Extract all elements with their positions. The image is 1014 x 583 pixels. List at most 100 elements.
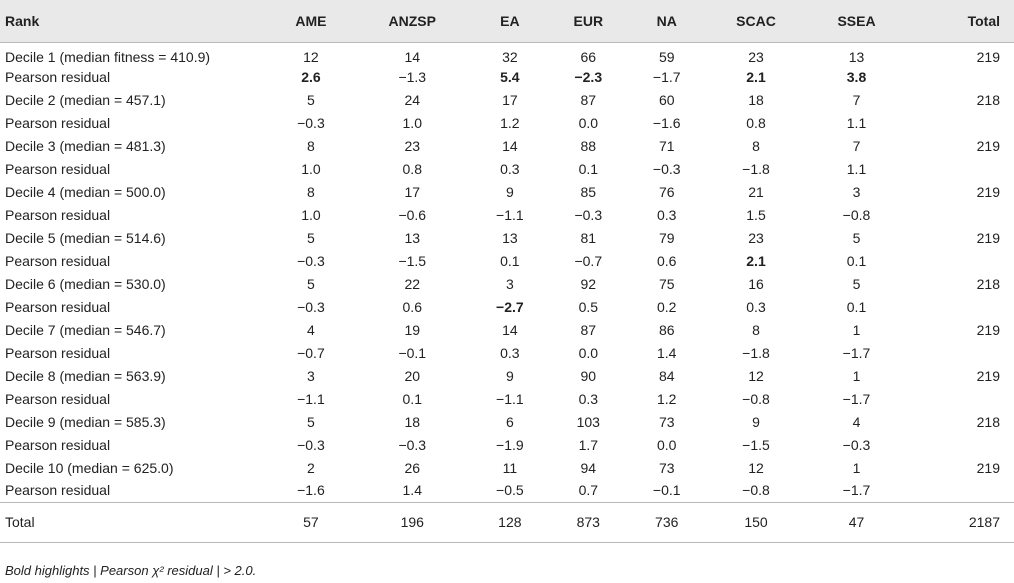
cell-scac: 8 bbox=[752, 137, 760, 154]
table-footnote: Bold highlights | Pearson χ² residual | … bbox=[5, 563, 257, 578]
table-row: Pearson residual −0.3 −1.5 0.1 −0.7 0.6 2.1 0.1 bbox=[0, 249, 1014, 272]
cell-scac: 2.1 bbox=[746, 252, 766, 269]
cell-na: −0.3 bbox=[652, 160, 681, 177]
cell-eur: 0.7 bbox=[578, 482, 599, 499]
cell-na: 73 bbox=[658, 413, 675, 430]
total-anzsp: 196 bbox=[400, 514, 424, 530]
cell-na: 59 bbox=[658, 48, 675, 65]
cell-ame: −0.3 bbox=[297, 436, 325, 453]
cell-eur: 66 bbox=[580, 48, 597, 65]
header-ea: EA bbox=[500, 13, 520, 29]
cell-anzsp: 14 bbox=[404, 48, 421, 65]
header-anzsp: ANZSP bbox=[388, 13, 436, 29]
cell-total bbox=[906, 387, 1014, 410]
cell-ea: 0.1 bbox=[500, 252, 520, 269]
cell-na: −1.6 bbox=[652, 114, 681, 131]
cell-ssea: 1.1 bbox=[846, 160, 867, 177]
cell-anzsp: 20 bbox=[404, 367, 421, 384]
row-label: Decile 1 (median fitness = 410.9) bbox=[5, 48, 211, 65]
cell-ssea: −0.3 bbox=[842, 436, 871, 453]
row-label: Decile 9 (median = 585.3) bbox=[5, 413, 166, 430]
cell-na: −1.7 bbox=[652, 68, 681, 85]
cell-anzsp: 23 bbox=[404, 137, 421, 154]
cell-scac: 12 bbox=[748, 459, 764, 476]
cell-eur: 81 bbox=[580, 229, 597, 246]
row-label: Decile 8 (median = 563.9) bbox=[5, 367, 166, 384]
table-row: Pearson residual 1.0 −0.6 −1.1 −0.3 0.3 1.5 −0.… bbox=[0, 203, 1014, 226]
cell-total: 219 bbox=[976, 321, 1000, 338]
cell-ssea: 7 bbox=[852, 137, 861, 154]
table-row: Pearson residual −1.6 1.4 −0.5 0.7 −0.1 −0.8 −1… bbox=[0, 479, 1014, 502]
cell-ssea: 5 bbox=[852, 275, 861, 292]
cell-eur: 90 bbox=[580, 367, 597, 384]
cell-scac: 18 bbox=[748, 91, 764, 108]
cell-total: 218 bbox=[976, 91, 1000, 108]
row-label: Pearson residual bbox=[5, 68, 111, 85]
cell-scac: −1.5 bbox=[742, 436, 770, 453]
total-row: Total 57 196 128 873 736 150 47 2187 bbox=[0, 502, 1014, 542]
cell-scac: 9 bbox=[752, 413, 760, 430]
cell-ame: 2 bbox=[307, 459, 315, 476]
table-row: Pearson residual −0.3 1.0 1.2 0.0 −1.6 0.8 1.1 bbox=[0, 111, 1014, 134]
cell-anzsp: −0.6 bbox=[398, 206, 427, 223]
cell-anzsp: 1.4 bbox=[402, 482, 422, 499]
cell-ssea: 1 bbox=[852, 321, 861, 338]
cell-scac: 2.1 bbox=[746, 68, 766, 85]
cell-eur: 85 bbox=[580, 183, 597, 200]
cell-scac: 21 bbox=[748, 183, 764, 200]
cell-anzsp: 26 bbox=[404, 459, 421, 476]
cell-total bbox=[906, 479, 1014, 502]
cell-na: 79 bbox=[658, 229, 675, 246]
cell-ame: −1.1 bbox=[297, 390, 325, 407]
table-row: Decile 8 (median = 563.9) 3 20 9 90 84 12 1 219 bbox=[0, 364, 1014, 387]
cell-eur: 0.0 bbox=[578, 114, 599, 131]
cell-eur: 0.1 bbox=[578, 160, 599, 177]
cell-ea: −1.1 bbox=[496, 390, 524, 407]
cell-scac: −0.8 bbox=[742, 482, 770, 499]
cell-ame: −0.3 bbox=[297, 298, 325, 315]
cell-ssea: 13 bbox=[848, 48, 865, 65]
row-label: Decile 4 (median = 500.0) bbox=[5, 183, 166, 200]
cell-na: 1.4 bbox=[657, 344, 677, 361]
cell-ssea: 1 bbox=[852, 367, 861, 384]
header-rank: Rank bbox=[5, 13, 40, 29]
cell-ea: 9 bbox=[505, 367, 514, 384]
total-scac: 150 bbox=[744, 514, 768, 530]
cell-total bbox=[906, 295, 1014, 318]
cell-total: 219 bbox=[976, 48, 1000, 65]
cell-ea: 11 bbox=[502, 459, 518, 476]
table-row: Pearson residual 2.6 −1.3 5.4 −2.3 −1.7 2.1 3.8 bbox=[0, 65, 1014, 88]
table-row: Decile 3 (median = 481.3) 8 23 14 88 71 8 7 219 bbox=[0, 134, 1014, 157]
cell-total: 218 bbox=[976, 413, 1000, 430]
cell-scac: 0.3 bbox=[746, 298, 766, 315]
table-row: Pearson residual −0.3 0.6 −2.7 0.5 0.2 0.3 0.1 bbox=[0, 295, 1014, 318]
cell-total: 218 bbox=[976, 275, 1000, 292]
cell-ea: 5.4 bbox=[500, 68, 520, 85]
cell-scac: 1.5 bbox=[746, 206, 766, 223]
table-row: Pearson residual 1.0 0.8 0.3 0.1 −0.3 −1.8 1.1 bbox=[0, 157, 1014, 180]
cell-ame: −0.7 bbox=[297, 344, 325, 361]
cell-eur: 0.5 bbox=[578, 298, 599, 315]
cell-total bbox=[906, 65, 1014, 88]
cell-ssea: −1.7 bbox=[842, 390, 871, 407]
cell-anzsp: 0.6 bbox=[402, 298, 422, 315]
cell-ssea: 5 bbox=[852, 229, 861, 246]
cell-ame: 4 bbox=[307, 321, 315, 338]
cell-anzsp: −0.1 bbox=[398, 344, 427, 361]
cell-eur: 88 bbox=[580, 137, 597, 154]
cell-ssea: 7 bbox=[852, 91, 861, 108]
data-table: Rank AME ANZSP EA EUR NA SCAC SSEA Total… bbox=[0, 0, 1014, 542]
total-ea: 128 bbox=[498, 514, 522, 530]
row-label: Pearson residual bbox=[5, 252, 111, 269]
cell-na: 0.0 bbox=[657, 436, 677, 453]
row-label: Pearson residual bbox=[5, 160, 111, 177]
cell-total: 219 bbox=[976, 229, 1000, 246]
row-label: Pearson residual bbox=[5, 390, 111, 407]
table-row: Pearson residual −0.7 −0.1 0.3 0.0 1.4 −1.8 −1.… bbox=[0, 341, 1014, 364]
total-grand: 2187 bbox=[968, 514, 1000, 530]
cell-ame: 8 bbox=[307, 183, 315, 200]
cell-total bbox=[906, 203, 1014, 226]
cell-ssea: −0.8 bbox=[842, 206, 871, 223]
cell-total: 219 bbox=[976, 367, 1000, 384]
cell-anzsp: −1.5 bbox=[398, 252, 427, 269]
